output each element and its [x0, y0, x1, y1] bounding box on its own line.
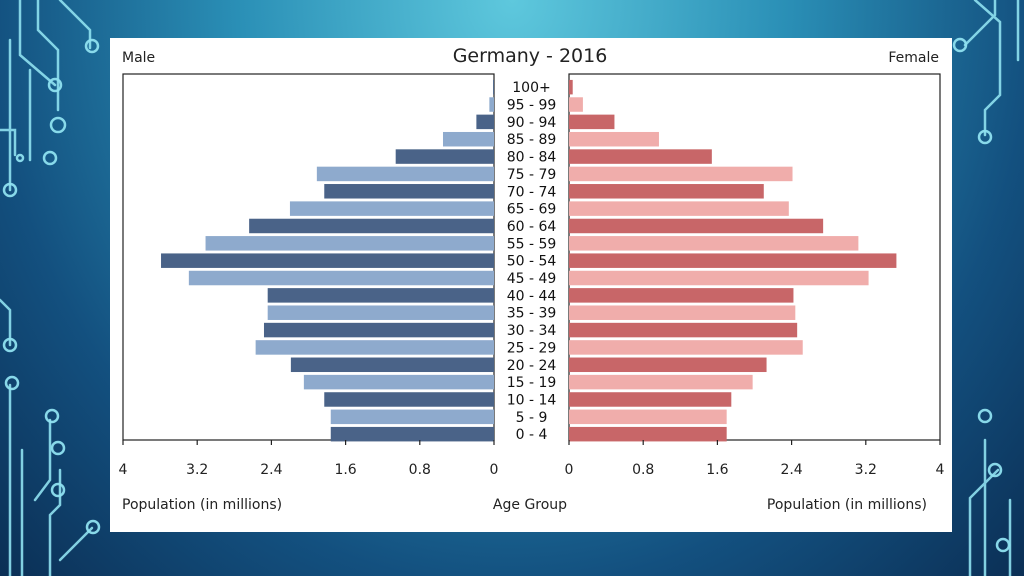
- male-bar-19: [330, 409, 494, 425]
- chart-card: Germany - 2016 Male Female 100+ 95 - 99 90…: [110, 38, 952, 532]
- female-x-tick-label: 3.2: [855, 462, 877, 478]
- female-x-tick-label: 4: [936, 462, 945, 478]
- female-bar-14: [569, 322, 798, 338]
- male-bar-5: [316, 166, 494, 182]
- age-group-label: 65 - 69: [507, 202, 557, 218]
- female-bar-16: [569, 357, 767, 373]
- age-group-label: 20 - 24: [507, 358, 557, 374]
- female-x-tick-label: 2.4: [780, 462, 802, 478]
- female-bar-15: [569, 340, 803, 355]
- male-bar-6: [324, 184, 494, 199]
- male-x-tick-label: 1.6: [334, 462, 356, 478]
- female-bar-8: [569, 218, 824, 234]
- male-x-tick-label: 2.4: [260, 462, 282, 478]
- male-bar-11: [188, 270, 494, 286]
- male-bar-10: [161, 253, 494, 268]
- male-bar-17: [303, 374, 494, 390]
- age-group-label: 35 - 39: [507, 306, 557, 322]
- age-group-label: 30 - 34: [507, 323, 557, 339]
- female-bar-19: [569, 409, 727, 425]
- female-bar-10: [569, 253, 897, 268]
- age-group-label: 55 - 59: [507, 236, 557, 252]
- male-bar-12: [267, 288, 494, 303]
- female-bar-3: [569, 131, 659, 147]
- x-axis-ticks: 4 3.2 2.4 1.6 0.8 0 0 0.8 1.6 2.4 3.2 4: [119, 440, 945, 478]
- female-bar-2: [569, 114, 615, 130]
- female-bar-17: [569, 374, 753, 390]
- age-group-axis-label: Age Group: [493, 497, 567, 513]
- female-bar-4: [569, 149, 712, 164]
- male-bar-1: [489, 97, 494, 112]
- female-bar-9: [569, 236, 859, 251]
- male-bar-4: [395, 149, 494, 164]
- male-x-axis-label: Population (in millions): [122, 497, 282, 513]
- male-bar-13: [267, 305, 494, 320]
- age-group-label: 70 - 74: [507, 184, 557, 200]
- age-group-label: 50 - 54: [507, 254, 557, 270]
- age-group-label: 60 - 64: [507, 219, 557, 235]
- male-x-tick-label: 0.8: [409, 462, 431, 478]
- chart-title: Germany - 2016: [453, 45, 608, 67]
- male-label: Male: [122, 50, 155, 66]
- male-bars: [161, 79, 495, 442]
- female-x-tick-label: 1.6: [706, 462, 728, 478]
- age-group-label: 95 - 99: [507, 98, 557, 114]
- male-bar-14: [263, 322, 494, 338]
- age-group-label: 0 - 4: [516, 427, 548, 443]
- male-bar-9: [205, 236, 495, 251]
- female-bar-5: [569, 166, 793, 182]
- female-bar-12: [569, 288, 794, 303]
- age-group-label: 10 - 14: [507, 392, 557, 408]
- female-bar-1: [569, 97, 583, 112]
- female-label: Female: [888, 50, 939, 66]
- female-bar-0: [569, 79, 573, 95]
- female-bar-13: [569, 305, 796, 320]
- male-bar-7: [289, 201, 494, 216]
- male-bar-0: [493, 79, 494, 95]
- male-bar-2: [476, 114, 494, 130]
- age-group-label: 45 - 49: [507, 271, 557, 287]
- female-bar-11: [569, 270, 869, 286]
- male-x-tick-label: 0: [490, 462, 499, 478]
- age-group-label: 40 - 44: [507, 288, 557, 304]
- female-bar-20: [569, 426, 727, 442]
- age-group-label: 5 - 9: [516, 410, 548, 426]
- female-bar-18: [569, 392, 732, 407]
- female-x-tick-label: 0: [565, 462, 574, 478]
- age-group-label: 80 - 84: [507, 150, 557, 166]
- male-bar-18: [324, 392, 494, 407]
- male-bar-8: [249, 218, 494, 234]
- male-bar-20: [330, 426, 494, 442]
- male-bar-16: [290, 357, 494, 373]
- age-group-label: 100+: [512, 80, 550, 96]
- male-x-tick-label: 4: [119, 462, 128, 478]
- male-bar-3: [442, 131, 494, 147]
- age-group-label: 25 - 29: [507, 340, 557, 356]
- age-group-label: 15 - 19: [507, 375, 557, 391]
- female-bars: [569, 79, 897, 442]
- female-bar-7: [569, 201, 789, 216]
- female-x-tick-label: 0.8: [632, 462, 654, 478]
- age-group-label: 75 - 79: [507, 167, 557, 183]
- population-pyramid-chart: Germany - 2016 Male Female 100+ 95 - 9990…: [119, 45, 945, 513]
- female-bar-6: [569, 184, 764, 199]
- female-x-axis-label: Population (in millions): [767, 497, 927, 513]
- age-group-label: 85 - 89: [507, 132, 557, 148]
- age-group-label: 90 - 94: [507, 115, 557, 131]
- male-x-tick-label: 3.2: [186, 462, 208, 478]
- male-bar-15: [255, 340, 494, 355]
